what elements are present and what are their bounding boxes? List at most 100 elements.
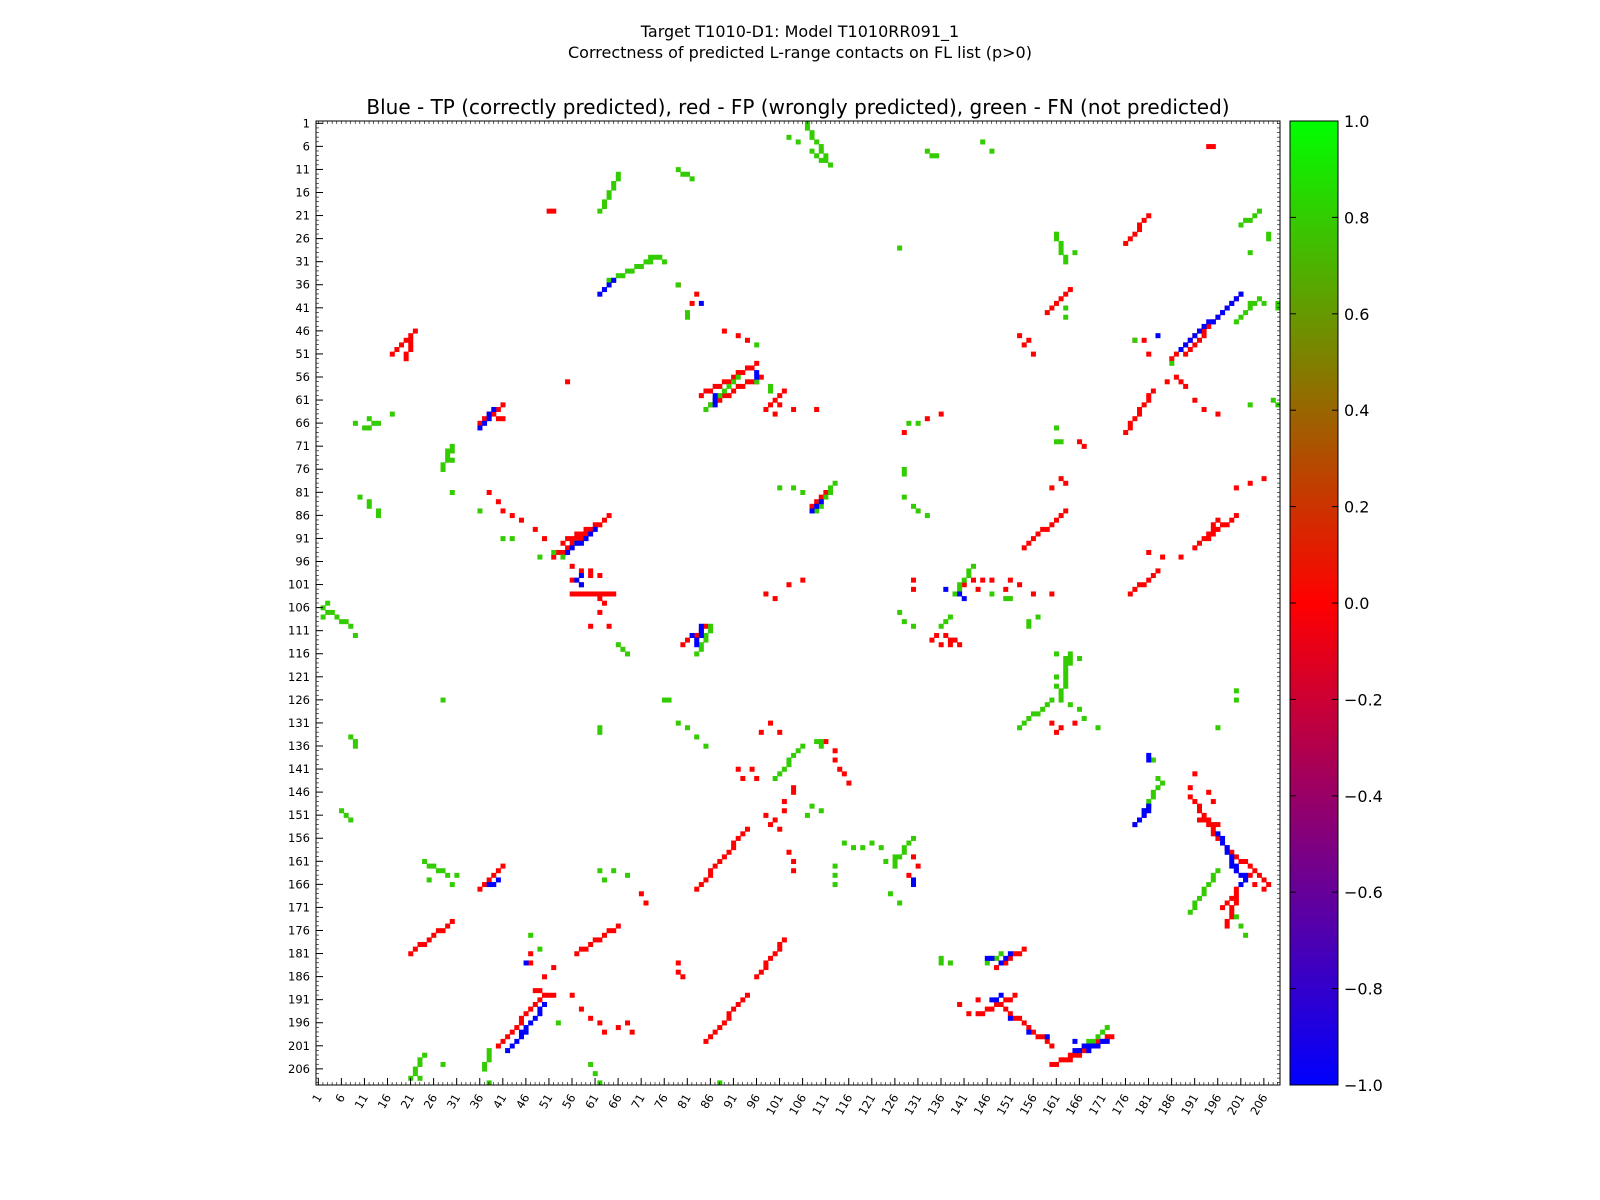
x-tick-label: 176 <box>1109 1092 1132 1118</box>
contact-cell-fp <box>1067 287 1073 293</box>
contact-cell-tp <box>505 1048 511 1054</box>
contact-cell-tp <box>1081 1043 1087 1049</box>
contact-cell-fp <box>814 499 820 505</box>
contact-cell-fp <box>1247 872 1253 878</box>
contact-cell-fp <box>708 872 714 878</box>
contact-cell-fp <box>911 854 917 860</box>
contact-cell-fp <box>1058 513 1064 519</box>
x-tick-label: 86 <box>698 1092 717 1112</box>
contact-cell-fn <box>1003 596 1009 602</box>
contact-cell-fp <box>837 766 843 772</box>
contact-cell-fp <box>772 397 778 403</box>
contact-cell-fn <box>1150 794 1156 800</box>
contact-cell-fn <box>980 139 986 145</box>
contact-cell-fp <box>1201 333 1207 339</box>
contact-cell-fn <box>1247 217 1253 223</box>
contact-cell-tp <box>537 1011 543 1017</box>
contact-cell-fp <box>924 416 930 422</box>
contact-cell-fp <box>744 992 750 998</box>
contact-cell-tp <box>1215 314 1221 320</box>
contact-cell-fn <box>1058 240 1064 246</box>
contact-cell-tp <box>1233 296 1239 302</box>
contact-cell-tp <box>698 632 704 638</box>
contact-cell-fn <box>708 628 714 634</box>
contact-cell-fn <box>666 697 672 703</box>
y-tick-label: 26 <box>295 232 310 246</box>
contact-cell-fp <box>1141 582 1147 588</box>
contact-cell-fp <box>1196 540 1202 546</box>
contact-cell-tp <box>1003 955 1009 961</box>
colorbar-tick-label: −0.8 <box>1344 980 1383 999</box>
contact-cell-fp <box>1058 476 1064 482</box>
contact-cell-fn <box>643 259 649 265</box>
contact-cell-fn <box>1063 254 1069 260</box>
contact-cell-fp <box>528 951 534 957</box>
contact-cell-fp <box>791 789 797 795</box>
contact-cell-fp <box>565 379 571 385</box>
contact-cell-fn <box>320 605 326 611</box>
contact-cell-fp <box>911 586 917 592</box>
contact-cell-tp <box>578 540 584 546</box>
colorbar-tick-label: 1.0 <box>1344 112 1369 131</box>
contact-cell-fn <box>804 125 810 131</box>
contact-cell-fp <box>606 513 612 519</box>
contact-cell-tp <box>578 582 584 588</box>
contact-cell-fp <box>1210 522 1216 528</box>
contact-cell-fp <box>1109 1034 1115 1040</box>
contact-cell-fp <box>680 642 686 648</box>
contact-cell-tp <box>514 1038 520 1044</box>
contact-cell-fp <box>938 642 944 648</box>
contact-cell-tp <box>486 411 492 417</box>
x-tick-label: 71 <box>628 1092 647 1112</box>
contact-cell-fp <box>482 416 488 422</box>
contact-cell-fp <box>744 826 750 832</box>
contact-cell-fn <box>1063 669 1069 675</box>
contact-cell-fn <box>366 503 372 509</box>
contact-cell-fn <box>726 383 732 389</box>
contact-cell-fp <box>523 1011 529 1017</box>
contact-cell-fp <box>791 858 797 864</box>
contact-cell-fp <box>1206 822 1212 828</box>
contact-cell-fn <box>615 171 621 177</box>
contact-cell-tp <box>1238 291 1244 297</box>
contact-cell-fn <box>1252 213 1258 219</box>
contact-cell-fp <box>1164 379 1170 385</box>
contact-cell-fn <box>809 148 815 154</box>
contact-cell-fn <box>1233 688 1239 694</box>
contact-cell-fp <box>1003 586 1009 592</box>
contact-cell-fn <box>897 900 903 906</box>
contact-cell-fn <box>897 245 903 251</box>
contact-cell-fp <box>777 402 783 408</box>
contact-cell-fp <box>569 536 575 542</box>
contact-cell-fn <box>1132 337 1138 343</box>
x-tick-label: 146 <box>971 1092 994 1118</box>
x-tick-label: 31 <box>444 1092 463 1112</box>
contact-cell-fn <box>694 734 700 740</box>
contact-cell-fn <box>1058 245 1064 251</box>
contact-cell-tp <box>1137 817 1143 823</box>
y-tick-label: 206 <box>288 1062 310 1076</box>
contact-cell-fp <box>1261 476 1267 482</box>
contact-cell-fn <box>1095 725 1101 731</box>
contact-cell-fp <box>578 536 584 542</box>
contact-cell-fp <box>994 965 1000 971</box>
contact-cell-fp <box>786 582 792 588</box>
contact-cell-fp <box>578 946 584 952</box>
contact-cell-tp <box>495 877 501 883</box>
contact-cell-fp <box>731 1006 737 1012</box>
contact-cell-fp <box>1063 291 1069 297</box>
contact-cell-fn <box>1053 231 1059 237</box>
contact-cell-fn <box>329 609 335 615</box>
contact-cell-fp <box>1183 383 1189 389</box>
contact-cell-fp <box>1063 1057 1069 1063</box>
contact-cell-fn <box>680 171 686 177</box>
contact-cell-fp <box>1053 300 1059 306</box>
colorbar-axis: 1.0 0.8 0.6 0.4 0.2 0.0 −0.2 −0.4 −0.6 −0.8 −1.0 <box>1290 112 1383 1095</box>
contact-cell-tp <box>477 425 483 431</box>
contact-cell-fp <box>675 960 681 966</box>
contact-cell-fp <box>708 868 714 874</box>
contact-cell-fn <box>795 139 801 145</box>
contact-cell-fp <box>445 923 451 929</box>
contact-cell-fn <box>1247 300 1253 306</box>
contact-cell-fn <box>1090 1038 1096 1044</box>
